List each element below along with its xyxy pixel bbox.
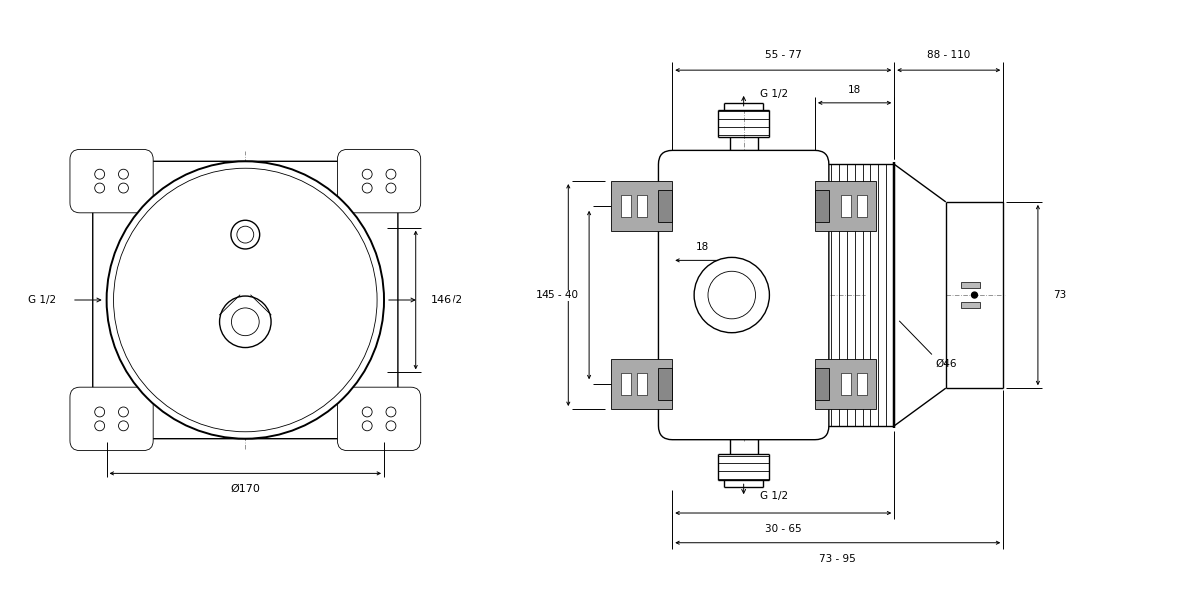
- Text: Ø170: Ø170: [230, 484, 260, 494]
- Bar: [961, 282, 980, 288]
- Circle shape: [107, 161, 384, 439]
- Circle shape: [236, 226, 253, 243]
- Bar: [857, 373, 866, 395]
- FancyBboxPatch shape: [92, 161, 398, 439]
- Text: 18: 18: [696, 242, 709, 253]
- Circle shape: [972, 292, 978, 298]
- Bar: [857, 195, 866, 217]
- Bar: [961, 302, 980, 308]
- Circle shape: [386, 183, 396, 193]
- Bar: [815, 181, 876, 230]
- Circle shape: [386, 169, 396, 179]
- Bar: [841, 373, 851, 395]
- Circle shape: [232, 308, 259, 335]
- Circle shape: [230, 220, 259, 249]
- FancyBboxPatch shape: [659, 151, 829, 440]
- Circle shape: [95, 169, 104, 179]
- Circle shape: [386, 421, 396, 431]
- Circle shape: [694, 257, 769, 332]
- Bar: [620, 195, 631, 217]
- Bar: [637, 195, 647, 217]
- Text: 88 - 110: 88 - 110: [928, 50, 971, 60]
- Circle shape: [119, 183, 128, 193]
- Circle shape: [119, 421, 128, 431]
- Circle shape: [95, 421, 104, 431]
- Circle shape: [114, 168, 377, 432]
- Bar: [637, 373, 647, 395]
- Bar: [611, 181, 672, 230]
- Text: Ø46: Ø46: [936, 358, 958, 368]
- Circle shape: [95, 183, 104, 193]
- Text: 18: 18: [848, 85, 862, 95]
- Circle shape: [362, 421, 372, 431]
- Text: G 1/2: G 1/2: [760, 491, 787, 501]
- Text: 5 - 40: 5 - 40: [548, 290, 578, 300]
- Bar: [620, 373, 631, 395]
- Circle shape: [386, 407, 396, 417]
- Text: 146: 146: [431, 295, 452, 305]
- Text: 55 - 77: 55 - 77: [764, 50, 802, 60]
- Bar: [611, 359, 672, 409]
- Circle shape: [362, 169, 372, 179]
- Circle shape: [119, 407, 128, 417]
- Text: G 1/2: G 1/2: [760, 89, 787, 99]
- Circle shape: [220, 296, 271, 347]
- FancyBboxPatch shape: [337, 387, 421, 451]
- Bar: [659, 368, 672, 400]
- Circle shape: [362, 407, 372, 417]
- Text: 73: 73: [1054, 290, 1067, 300]
- Circle shape: [708, 271, 756, 319]
- Text: G 1/2: G 1/2: [28, 295, 56, 305]
- Bar: [815, 190, 829, 222]
- FancyBboxPatch shape: [70, 149, 154, 213]
- Text: G 1/2: G 1/2: [434, 295, 462, 305]
- FancyBboxPatch shape: [337, 149, 421, 213]
- Circle shape: [362, 183, 372, 193]
- Text: 30 - 65: 30 - 65: [764, 524, 802, 534]
- Bar: [815, 359, 876, 409]
- FancyBboxPatch shape: [70, 387, 154, 451]
- Text: 73 - 95: 73 - 95: [820, 554, 856, 563]
- Text: 146: 146: [536, 290, 557, 300]
- Circle shape: [95, 407, 104, 417]
- Bar: [841, 195, 851, 217]
- Circle shape: [119, 169, 128, 179]
- Bar: [815, 368, 829, 400]
- Bar: [659, 190, 672, 222]
